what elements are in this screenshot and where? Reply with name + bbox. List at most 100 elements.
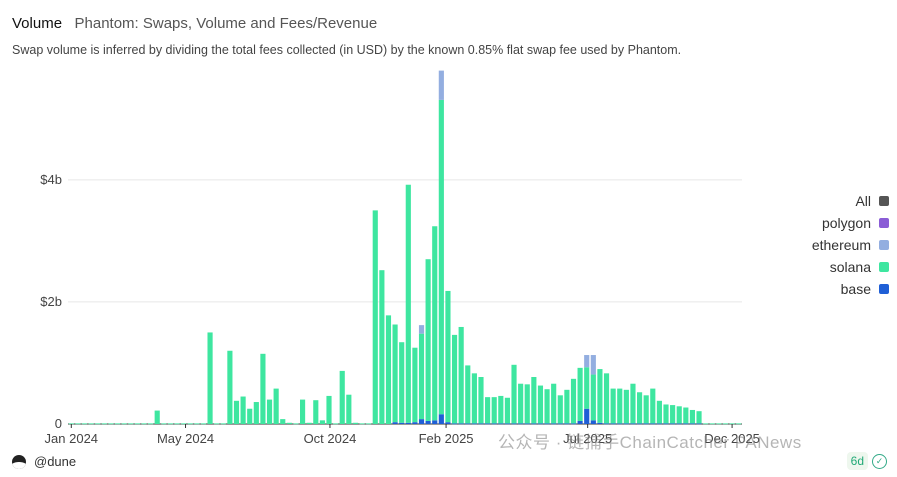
x-tick-label: Oct 2024 [304, 431, 357, 446]
bar-solana [154, 410, 160, 424]
legend-swatch [879, 196, 889, 206]
bar-base [590, 420, 596, 424]
bar-base [485, 423, 491, 425]
bar-base [670, 423, 676, 425]
bar-base [412, 422, 418, 424]
bar-solana [405, 184, 411, 423]
bar-solana [174, 423, 180, 425]
x-tick-label: May 2024 [157, 431, 214, 446]
bar-solana [663, 404, 669, 424]
legend-item-solana[interactable]: solana [812, 256, 889, 278]
bar-solana [709, 423, 715, 425]
chart-description: Swap volume is inferred by dividing the … [12, 43, 682, 57]
bar-solana [518, 383, 524, 424]
bar-base [597, 422, 603, 424]
refresh-check-icon: ✓ [872, 453, 887, 469]
bar-solana [557, 395, 563, 424]
dune-attribution[interactable]: @dune [12, 454, 76, 469]
bar-base [643, 423, 649, 425]
bar-solana [108, 423, 114, 425]
bar-base [438, 414, 444, 424]
bar-solana [491, 397, 497, 424]
bar-solana [438, 99, 444, 415]
legend-item-polygon[interactable]: polygon [812, 212, 889, 234]
bar-base [471, 423, 477, 425]
bar-solana [214, 423, 220, 425]
bar-solana [432, 226, 438, 421]
bar-solana [300, 399, 306, 424]
bar-base [511, 423, 517, 425]
legend-label: All [855, 193, 871, 209]
bar-solana [465, 365, 471, 424]
bar-base [610, 423, 616, 425]
bar-ethereum [418, 325, 425, 334]
bar-solana [88, 423, 94, 425]
bar-solana [603, 373, 610, 424]
bar-solana [617, 388, 623, 424]
bar-base [531, 423, 537, 425]
bar-base [696, 423, 702, 425]
legend-swatch [879, 262, 889, 272]
bar-base [537, 423, 544, 425]
legend-label: ethereum [811, 237, 871, 253]
y-tick-label: $4b [40, 172, 62, 187]
bar-solana [253, 402, 259, 424]
visualization-tab[interactable]: Volume [12, 15, 63, 32]
bar-solana [531, 377, 537, 424]
bar-base [445, 422, 451, 424]
y-tick-label: $2b [40, 294, 62, 309]
bar-solana [167, 423, 173, 425]
bar-solana [696, 411, 702, 424]
bar-solana [425, 259, 431, 421]
bar-ethereum [438, 70, 444, 100]
bar-base [478, 423, 484, 425]
bar-base [584, 408, 590, 424]
bar-solana [392, 324, 398, 423]
legend-item-base[interactable]: base [812, 278, 889, 300]
bar-solana [68, 423, 74, 425]
bar-solana [352, 422, 359, 424]
bar-base [683, 423, 689, 425]
bar-solana [121, 423, 127, 425]
bar-solana [524, 384, 530, 424]
legend-label: base [840, 281, 871, 297]
bar-solana [544, 389, 550, 424]
bar-solana [207, 332, 213, 424]
bar-base [544, 423, 550, 425]
bar-solana [326, 395, 332, 424]
legend-swatch [879, 284, 889, 294]
bar-base [650, 423, 656, 425]
bar-base [491, 423, 497, 425]
bar-solana [722, 423, 729, 425]
bar-base [405, 422, 411, 424]
bar-solana [385, 315, 392, 424]
bar-solana [656, 400, 662, 424]
bar-base [551, 423, 557, 425]
bar-base [458, 423, 464, 425]
bar-solana [630, 383, 636, 424]
refresh-age[interactable]: 6d ✓ [846, 452, 887, 470]
legend-item-ethereum[interactable]: ethereum [812, 234, 889, 256]
bar-solana [247, 408, 253, 424]
legend-item-all[interactable]: All [812, 190, 889, 212]
bar-solana [227, 350, 233, 424]
bar-solana [148, 423, 154, 425]
x-tick-label: Jul 2025 [563, 431, 612, 446]
bar-base [557, 423, 563, 425]
bar-solana [445, 290, 451, 423]
bar-solana [623, 389, 629, 424]
bar-solana [504, 397, 510, 424]
bar-base [617, 423, 623, 425]
legend-swatch [879, 218, 889, 228]
bar-base [524, 423, 530, 425]
bar-base [498, 423, 504, 425]
bar-base [425, 420, 431, 424]
bar-solana [181, 423, 187, 425]
source-label: @dune [34, 454, 77, 469]
chart-legend: All polygon ethereum solana base [812, 190, 889, 300]
bar-solana [95, 423, 101, 425]
bar-solana [729, 423, 735, 425]
bar-base [518, 423, 524, 425]
bar-solana [286, 422, 292, 424]
legend-swatch [879, 240, 889, 250]
